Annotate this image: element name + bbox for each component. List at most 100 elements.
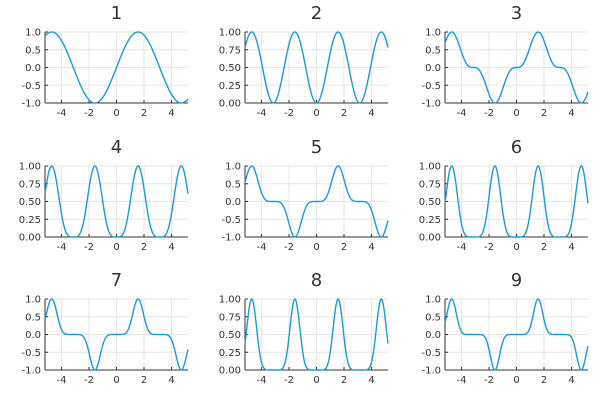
subplot-title: 3 <box>511 3 522 24</box>
series-line <box>444 298 589 371</box>
x-tick-label: 2 <box>541 242 547 253</box>
y-tick-label: 0.50 <box>19 197 41 208</box>
subplot-8: 8 -4 -2 0 2 4 0.00 0.25 0.50 0.75 1.00 <box>219 270 389 386</box>
y-tick-label: 0.5 <box>425 312 441 323</box>
y-tick-label: 0.25 <box>219 348 241 359</box>
subplot-title: 2 <box>311 3 322 24</box>
subplot-9: 9 -4 -2 0 2 4 -1.0 -0.5 0.0 0.5 1.0 <box>421 270 589 386</box>
x-tick-label: 4 <box>368 242 374 253</box>
x-tick-label: 0 <box>113 108 119 119</box>
x-tick-label: -4 <box>457 375 467 386</box>
x-tick-label: 0 <box>113 242 119 253</box>
y-tick-label: 0.25 <box>219 81 241 92</box>
subplot-title: 7 <box>111 270 122 291</box>
x-tick-label: 4 <box>368 108 374 119</box>
subplot-7: 7 -4 -2 0 2 4 -1.0 -0.5 0.0 0.5 1.0 <box>21 270 189 386</box>
subplot-5: 5 -4 -2 0 2 4 -1.0 -0.5 0.0 0.5 1.0 <box>221 137 389 253</box>
y-tick-label: 0.0 <box>25 330 41 341</box>
y-tick-label: 0.25 <box>419 215 441 226</box>
subplot-3: 3 -4 -2 0 2 4 -1.0 -0.5 0.0 0.5 1.0 <box>421 3 589 119</box>
y-tick-label: 0.00 <box>19 233 41 244</box>
y-tick-label: 1.0 <box>425 28 441 39</box>
x-tick-label: -4 <box>257 375 267 386</box>
y-tick-label: -1.0 <box>221 233 241 244</box>
series-line <box>444 31 589 104</box>
y-tick-label: 0.75 <box>19 179 41 190</box>
x-tick-label: -4 <box>257 242 267 253</box>
y-tick-label: 1.00 <box>219 295 241 306</box>
y-tick-label: -1.0 <box>21 366 41 377</box>
y-tick-label: -0.5 <box>421 348 441 359</box>
y-tick-label: 0.0 <box>25 63 41 74</box>
series-line <box>444 165 589 238</box>
y-tick-label: 0.00 <box>219 366 241 377</box>
subplot-2: 2 -4 -2 0 2 4 0.00 0.25 0.50 0.75 1.00 <box>219 3 389 119</box>
y-tick-label: -0.5 <box>221 215 241 226</box>
x-tick-label: -2 <box>84 108 94 119</box>
x-tick-label: -2 <box>284 108 294 119</box>
y-tick-label: 0.75 <box>419 179 441 190</box>
x-tick-label: 0 <box>513 108 519 119</box>
x-tick-label: -4 <box>457 108 467 119</box>
x-tick-label: 0 <box>313 108 319 119</box>
series-line <box>244 165 389 238</box>
y-tick-label: -1.0 <box>21 99 41 110</box>
y-tick-label: 1.00 <box>419 162 441 173</box>
x-tick-label: -2 <box>484 242 494 253</box>
x-tick-label: -2 <box>284 242 294 253</box>
x-tick-label: 4 <box>168 375 174 386</box>
x-tick-label: -4 <box>457 242 467 253</box>
x-tick-label: 0 <box>313 242 319 253</box>
x-tick-label: -2 <box>484 108 494 119</box>
y-tick-label: 1.0 <box>425 295 441 306</box>
x-tick-label: 2 <box>541 375 547 386</box>
y-tick-label: 0.5 <box>425 45 441 56</box>
y-tick-label: 0.50 <box>219 63 241 74</box>
x-tick-label: 2 <box>141 375 147 386</box>
x-tick-label: -2 <box>84 242 94 253</box>
x-tick-label: 2 <box>341 242 347 253</box>
subplot-6: 6 -4 -2 0 2 4 0.00 0.25 0.50 0.75 1.00 <box>419 137 589 253</box>
x-tick-label: -2 <box>84 375 94 386</box>
x-tick-label: 0 <box>513 242 519 253</box>
y-tick-label: -1.0 <box>421 99 441 110</box>
x-tick-label: 0 <box>313 375 319 386</box>
y-tick-label: 1.0 <box>25 28 41 39</box>
y-tick-label: 0.5 <box>25 45 41 56</box>
y-tick-label: -0.5 <box>421 81 441 92</box>
series-line <box>44 298 189 371</box>
y-tick-label: 1.00 <box>19 162 41 173</box>
x-tick-label: 2 <box>341 375 347 386</box>
subplot-4: 4 -4 -2 0 2 4 0.00 0.25 0.50 0.75 1.00 <box>19 137 189 253</box>
y-tick-label: 0.75 <box>219 312 241 323</box>
x-tick-label: 0 <box>113 375 119 386</box>
y-tick-label: 1.00 <box>219 28 241 39</box>
x-tick-label: 4 <box>568 375 574 386</box>
x-tick-label: 4 <box>568 242 574 253</box>
y-tick-label: 0.25 <box>19 215 41 226</box>
y-tick-label: 0.75 <box>219 45 241 56</box>
series-line <box>244 298 389 371</box>
x-tick-label: 2 <box>341 108 347 119</box>
x-tick-label: 4 <box>368 375 374 386</box>
x-tick-label: -4 <box>257 108 267 119</box>
subplot-title: 6 <box>511 137 522 158</box>
y-tick-label: 1.0 <box>25 295 41 306</box>
series-line <box>44 31 189 104</box>
subplot-title: 8 <box>311 270 322 291</box>
y-tick-label: 0.0 <box>225 197 241 208</box>
x-tick-label: 2 <box>141 108 147 119</box>
x-tick-label: 2 <box>541 108 547 119</box>
y-tick-label: 0.00 <box>419 233 441 244</box>
y-tick-label: -0.5 <box>21 348 41 359</box>
subplot-title: 9 <box>511 270 522 291</box>
y-tick-label: 0.50 <box>219 330 241 341</box>
y-tick-label: 1.0 <box>225 162 241 173</box>
x-tick-label: -2 <box>284 375 294 386</box>
x-tick-label: -4 <box>57 108 67 119</box>
y-tick-label: 0.5 <box>25 312 41 323</box>
x-tick-label: 4 <box>568 108 574 119</box>
subplot-title: 1 <box>111 3 122 24</box>
x-tick-label: -4 <box>57 242 67 253</box>
